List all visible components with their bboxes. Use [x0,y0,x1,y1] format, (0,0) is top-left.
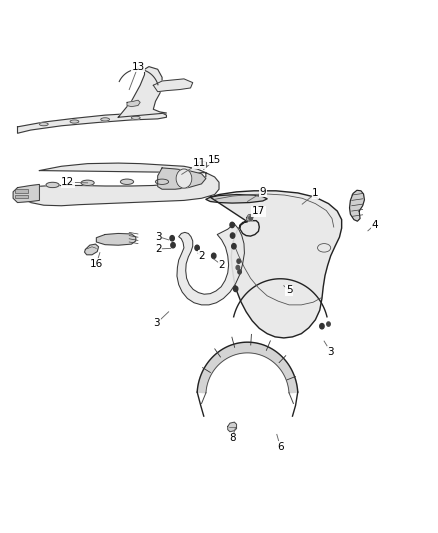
Polygon shape [247,214,253,221]
Polygon shape [177,224,244,305]
Circle shape [176,169,192,188]
Text: 2: 2 [155,244,162,254]
Text: 17: 17 [252,206,265,216]
Text: 5: 5 [286,286,293,295]
Circle shape [230,222,234,228]
Polygon shape [18,113,166,133]
Polygon shape [153,79,193,92]
Circle shape [233,286,238,292]
Text: 4: 4 [371,220,378,230]
Text: 15: 15 [208,155,221,165]
Text: 13: 13 [131,62,145,71]
Ellipse shape [39,123,48,126]
Ellipse shape [70,120,79,123]
Ellipse shape [81,180,94,185]
Polygon shape [197,161,207,168]
Circle shape [236,265,240,270]
FancyBboxPatch shape [15,195,28,198]
Text: 2: 2 [198,251,205,261]
Polygon shape [158,168,206,189]
Text: 16: 16 [90,259,103,269]
Circle shape [230,233,235,238]
Circle shape [238,270,241,274]
Polygon shape [210,191,342,338]
Circle shape [195,245,199,251]
Text: 3: 3 [327,347,334,357]
Polygon shape [197,342,298,393]
Circle shape [237,259,240,263]
FancyBboxPatch shape [15,189,28,193]
Ellipse shape [131,116,140,119]
Polygon shape [350,190,364,221]
Circle shape [170,236,174,241]
Ellipse shape [46,182,59,188]
Polygon shape [118,67,166,117]
Circle shape [327,322,330,326]
Ellipse shape [155,179,169,184]
Text: 1: 1 [312,189,319,198]
Ellipse shape [120,179,134,184]
Text: 9: 9 [259,187,266,197]
Text: 2: 2 [218,260,225,270]
Circle shape [232,244,236,249]
Circle shape [249,216,252,220]
Polygon shape [127,100,140,107]
Polygon shape [85,244,99,255]
Text: 11: 11 [193,158,206,168]
Polygon shape [13,184,39,203]
Polygon shape [22,163,219,206]
Polygon shape [96,233,136,245]
Circle shape [320,324,324,329]
Text: 3: 3 [155,232,162,241]
Text: 3: 3 [153,318,160,328]
Text: 8: 8 [229,433,236,443]
Text: 6: 6 [277,442,284,451]
Circle shape [171,243,175,248]
Circle shape [212,253,216,259]
Polygon shape [206,195,267,203]
Polygon shape [228,422,237,432]
Ellipse shape [101,118,110,121]
Text: 12: 12 [61,177,74,187]
